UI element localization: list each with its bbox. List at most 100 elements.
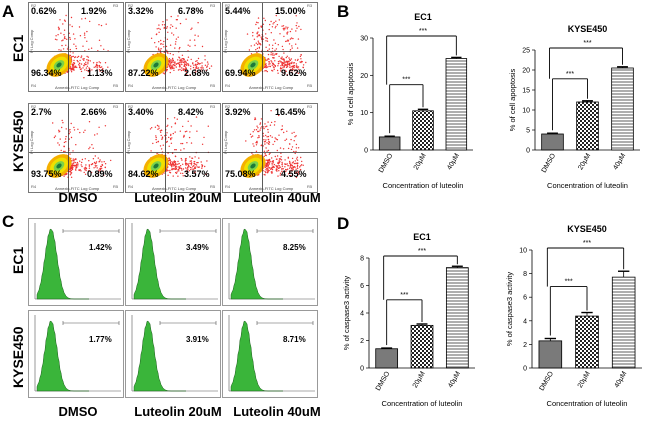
x-axis-label: Concentration of luteolin xyxy=(547,181,628,190)
panel-letter-a: A xyxy=(2,2,15,21)
panel-letter-b: B xyxy=(337,2,350,21)
significance-marker: *** xyxy=(400,292,408,299)
histogram-percent: 3.91% xyxy=(186,335,209,344)
y-tick-label: 0 xyxy=(526,148,530,155)
flow-quadrant-percent: 4.55% xyxy=(281,169,307,179)
flow-x-axis-label: Annexin-FITC Log Comp xyxy=(249,186,294,191)
flow-quadrant-percent: 3.57% xyxy=(184,169,210,179)
bar xyxy=(541,133,564,151)
y-tick-label: 4 xyxy=(523,318,527,325)
y-axis-label: % of cell apoptosis xyxy=(508,68,517,131)
flow-plot: 3.40% 8.42% 84.62% 3.57% R2 R3 R4 R5 Annexin-FIT… xyxy=(125,103,221,193)
histogram-percent: 8.25% xyxy=(283,243,306,252)
col-label-dmso-a: DMSO xyxy=(58,190,98,205)
chart-title: EC1 xyxy=(414,12,432,22)
flow-quadrant-percent: 5.44% xyxy=(225,6,251,16)
y-tick-label: 25 xyxy=(522,48,530,55)
histogram-percent: 8.71% xyxy=(283,335,306,344)
flow-region-label: R4 xyxy=(128,83,134,88)
category-label: 40μM xyxy=(614,370,629,389)
y-axis-label: % of cell apoptosis xyxy=(346,62,355,125)
y-tick-label: 20 xyxy=(360,73,368,80)
flow-region-label: R2 xyxy=(31,3,37,8)
flow-plot: 3.92% 16.45% 75.08% 4.55% R2 R3 R4 R5 Annexin-FI… xyxy=(222,103,318,193)
flow-region-label: R4 xyxy=(128,184,134,189)
flow-quadrant-percent: 16.45% xyxy=(275,107,306,117)
flow-region-label: R3 xyxy=(307,104,313,109)
significance-marker: *** xyxy=(583,240,591,247)
flow-quadrant-percent: 3.32% xyxy=(128,6,154,16)
flow-plot: 3.32% 6.78% 87.22% 2.68% R2 R3 R4 R5 Annexin-FIT… xyxy=(125,2,221,92)
histogram-percent: 1.42% xyxy=(89,243,112,252)
flow-region-label: R4 xyxy=(31,184,37,189)
flow-region-label: R2 xyxy=(31,104,37,109)
bar xyxy=(410,324,434,369)
category-label: 40μM xyxy=(612,152,627,171)
y-axis-label: % of caspase3 activity xyxy=(505,272,514,346)
caspase-histogram: 8.25% xyxy=(222,218,318,306)
flow-region-label: R3 xyxy=(210,104,216,109)
chart-title: EC1 xyxy=(413,232,431,242)
y-axis-label: % of caspase3 activity xyxy=(342,276,351,350)
flow-quadrant-percent: 15.00% xyxy=(275,6,306,16)
caspase-histogram: 1.42% xyxy=(28,218,124,306)
flow-x-axis-label: Annexin-FITC Log Comp xyxy=(55,186,100,191)
category-label: DMSO xyxy=(541,152,558,174)
bar xyxy=(412,110,434,151)
y-tick-label: 10 xyxy=(360,110,368,117)
y-tick-label: 0 xyxy=(360,366,364,373)
bar xyxy=(538,340,563,369)
category-label: DMSO xyxy=(375,370,392,392)
bar xyxy=(611,67,634,151)
flow-region-label: R4 xyxy=(225,184,231,189)
category-label: 20μM xyxy=(577,152,592,171)
flow-quadrant-percent: 75.08% xyxy=(225,169,256,179)
bar xyxy=(575,315,599,369)
histogram-percent: 1.77% xyxy=(89,335,112,344)
panel-letter-d: D xyxy=(337,214,350,233)
y-tick-label: 20 xyxy=(522,68,530,75)
chart-title: KYSE450 xyxy=(567,224,607,234)
flow-quadrant-percent: 8.42% xyxy=(178,107,204,117)
category-label: DMSO xyxy=(539,370,556,392)
flow-region-label: R5 xyxy=(113,184,119,189)
col-label-20-a: Luteolin 20uM xyxy=(134,190,222,205)
flow-quadrant-percent: 9.62% xyxy=(281,68,307,78)
x-axis-label: Concentration of luteolin xyxy=(547,399,628,408)
flow-region-label: R5 xyxy=(210,184,216,189)
category-label: 20μM xyxy=(412,370,427,389)
col-label-40-a: Luteolin 40uM xyxy=(233,190,321,205)
bar xyxy=(378,136,401,151)
category-label: 20μM xyxy=(577,370,592,389)
flow-region-label: R5 xyxy=(307,83,313,88)
col-label-20-c: Luteolin 20uM xyxy=(134,404,222,419)
flow-quadrant-percent: 1.92% xyxy=(81,6,107,16)
col-label-dmso-c: DMSO xyxy=(58,404,98,419)
flow-region-label: R3 xyxy=(307,3,313,8)
y-tick-label: 4 xyxy=(360,311,364,318)
flow-quadrant-percent: 0.89% xyxy=(87,169,113,179)
col-label-40-c: Luteolin 40uM xyxy=(233,404,321,419)
flow-quadrant-percent: 2.66% xyxy=(81,107,107,117)
chart-title: KYSE450 xyxy=(568,24,608,34)
significance-marker: *** xyxy=(566,71,574,78)
flow-region-label: R5 xyxy=(307,184,313,189)
y-tick-label: 8 xyxy=(523,271,527,278)
x-axis-label: Concentration of luteolin xyxy=(383,181,464,190)
flow-quadrant-percent: 3.40% xyxy=(128,107,154,117)
bar xyxy=(445,58,468,151)
y-tick-label: 6 xyxy=(360,283,364,290)
flow-region-label: R2 xyxy=(128,104,134,109)
histogram-percent: 3.49% xyxy=(186,243,209,252)
flow-region-label: R5 xyxy=(210,83,216,88)
y-tick-label: 6 xyxy=(523,295,527,302)
flow-region-label: R4 xyxy=(31,83,37,88)
flow-quadrant-percent: 93.75% xyxy=(31,169,62,179)
category-label: 20μM xyxy=(413,152,428,171)
flow-region-label: R2 xyxy=(225,3,231,8)
caspase-histogram: 1.77% xyxy=(28,310,124,398)
y-tick-label: 8 xyxy=(360,256,364,263)
significance-marker: *** xyxy=(419,28,427,35)
flow-plot: 5.44% 15.00% 69.94% 9.62% R2 R3 R4 R5 Annexin-FI… xyxy=(222,2,318,92)
